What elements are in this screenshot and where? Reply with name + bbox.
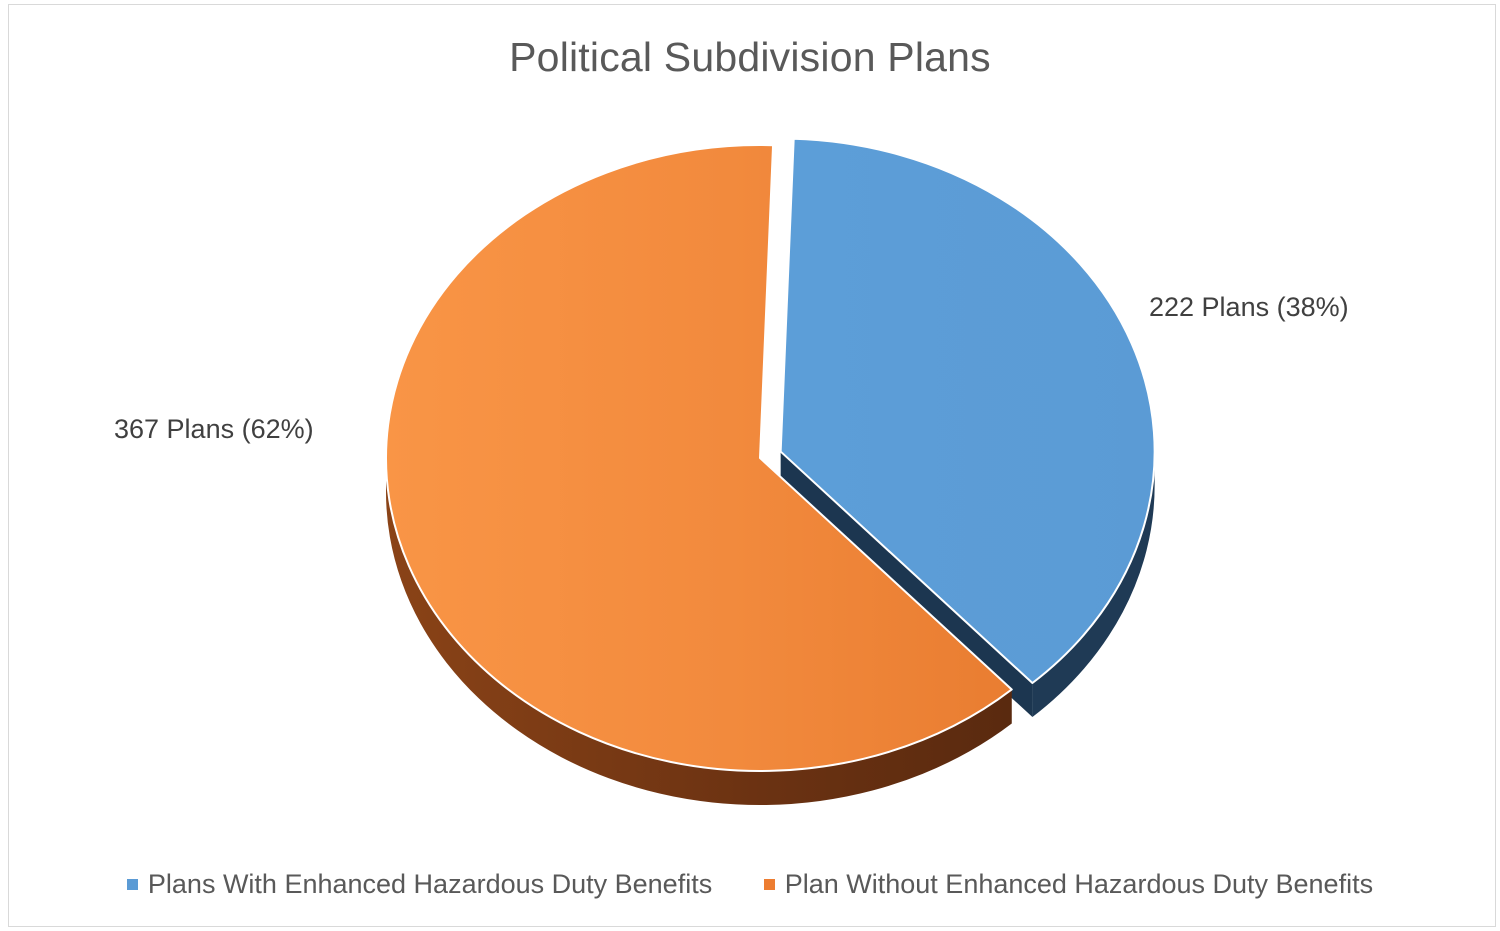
legend-item-with-benefits[interactable]: Plans With Enhanced Hazardous Duty Benef… <box>126 869 713 900</box>
pie-slice-side-0-0 <box>1032 451 1155 718</box>
legend-swatch-blue <box>126 878 138 890</box>
pie-slice-side-1-0 <box>386 458 1012 806</box>
legend: Plans With Enhanced Hazardous Duty Benef… <box>0 868 1500 900</box>
data-label-with-benefits: 222 Plans (38%) <box>1149 292 1349 322</box>
legend-item-without-benefits[interactable]: Plan Without Enhanced Hazardous Duty Ben… <box>763 869 1374 900</box>
chart-title: Political Subdivision Plans <box>509 34 991 80</box>
pie-top-layer <box>385 137 1156 772</box>
legend-label-without-benefits: Plan Without Enhanced Hazardous Duty Ben… <box>784 869 1374 900</box>
data-label-without-benefits: 367 Plans (62%) <box>114 414 314 444</box>
legend-label-with-benefits: Plans With Enhanced Hazardous Duty Benef… <box>147 869 713 900</box>
pie-slice-0[interactable] <box>779 137 1156 685</box>
pie-slice-1[interactable] <box>385 144 1013 772</box>
legend-swatch-orange <box>763 878 775 890</box>
